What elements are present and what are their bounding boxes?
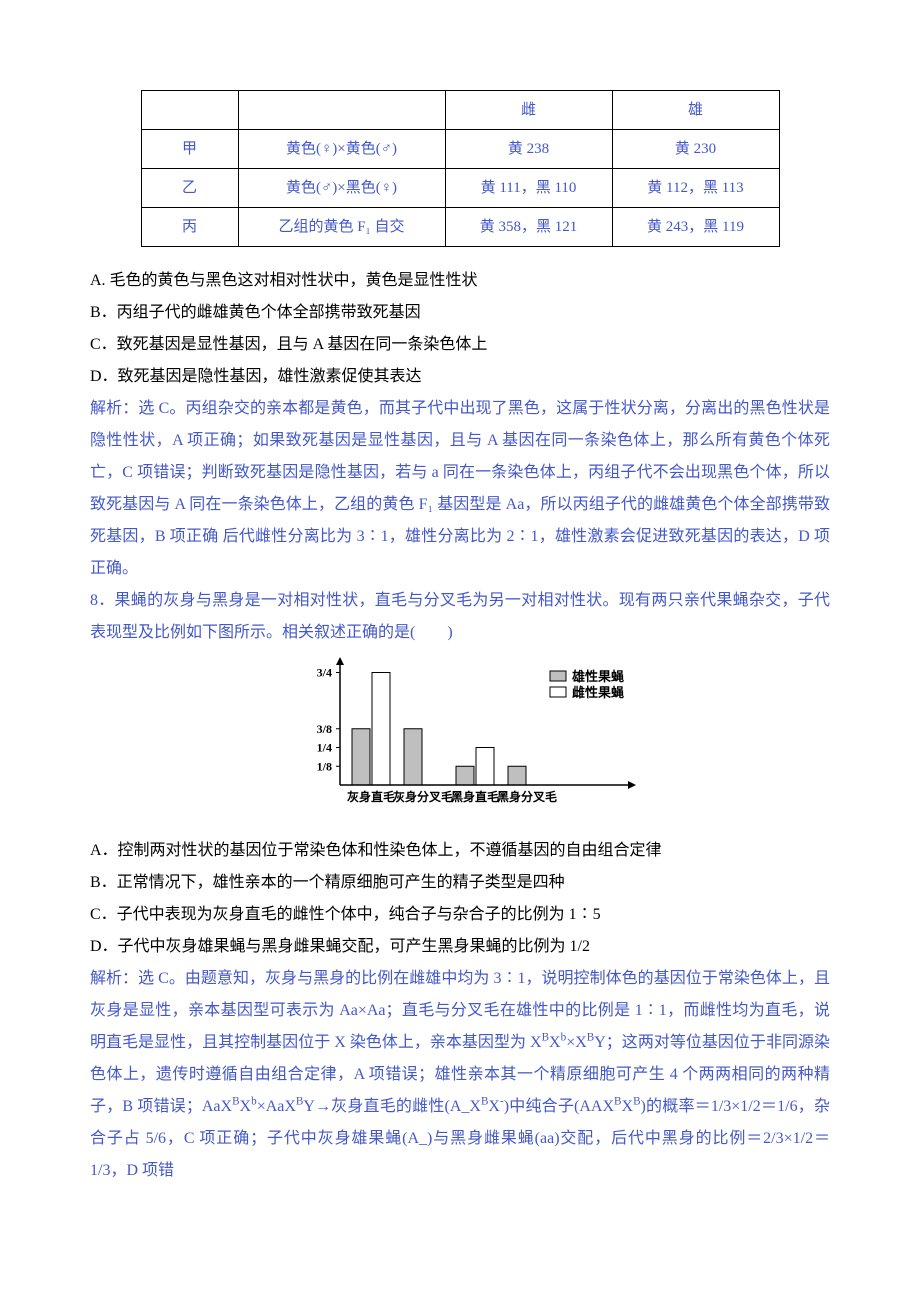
- q8-bar-chart: 3/4 3/8 1/4 1/8 灰身直毛灰身分叉毛黑身直毛黑身分叉毛 雄性果蝇雌性果蝇: [280, 655, 640, 825]
- table-row: 甲 黄色(♀)×黄色(♂) 黄 238 黄 230: [141, 130, 779, 169]
- svg-text:雌性果蝇: 雌性果蝇: [572, 685, 624, 700]
- q7-option-b: B．丙组子代的雌雄黄色个体全部携带致死基因: [90, 297, 830, 329]
- text-fragment: ×X: [566, 1034, 587, 1051]
- text-fragment: )中纯合子(AAX: [504, 1098, 614, 1115]
- q8-option-c: C．子代中表现为灰身直毛的雌性个体中，纯合子与杂合子的比例为 1∶5: [90, 899, 830, 931]
- svg-text:黑身分叉毛: 黑身分叉毛: [497, 789, 557, 804]
- svg-text:黑身直毛: 黑身直毛: [451, 789, 499, 804]
- q7-option-a: A. 毛色的黄色与黑色这对相对性状中，黄色是显性性状: [90, 265, 830, 297]
- table-cell: 黄 111，黑 110: [445, 169, 612, 208]
- table-cell: 黄 230: [612, 130, 779, 169]
- q8-explanation: 解析：选 C。由题意知，灰身与黑身的比例在雌雄中均为 3∶1，说明控制体色的基因…: [90, 963, 830, 1187]
- table-cell: 乙组的黄色 F₁ 自交: [238, 208, 445, 247]
- table-row: 乙 黄色(♂)×黑色(♀) 黄 111，黑 110 黄 112，黑 113: [141, 169, 779, 208]
- svg-text:1/4: 1/4: [317, 741, 332, 755]
- table-cell: 黄 112，黑 113: [612, 169, 779, 208]
- table-cell: 黄 358，黑 121: [445, 208, 612, 247]
- text-fragment: Y→灰身直毛的雌性(A_X: [303, 1098, 481, 1115]
- q7-option-c: C．致死基因是显性基因，且与 A 基因在同一条染色体上: [90, 329, 830, 361]
- table-cell: 黄 243，黑 119: [612, 208, 779, 247]
- table-row: 雌 雄: [141, 91, 779, 130]
- table-cell: 乙: [141, 169, 238, 208]
- table-row: 丙 乙组的黄色 F₁ 自交 黄 358，黑 121 黄 243，黑 119: [141, 208, 779, 247]
- q7-option-d: D．致死基因是隐性基因，雄性激素促使其表达: [90, 361, 830, 393]
- table-cell: [238, 91, 445, 130]
- q8-option-a: A．控制两对性状的基因位于常染色体和性染色体上，不遵循基因的自由组合定律: [90, 835, 830, 867]
- svg-text:3/4: 3/4: [317, 666, 332, 680]
- table-cell: 丙: [141, 208, 238, 247]
- q7-explanation: 解析：选 C。丙组杂交的亲本都是黄色，而其子代中出现了黑色，这属于性状分离，分离…: [90, 393, 830, 585]
- svg-text:1/8: 1/8: [317, 759, 332, 773]
- experiment-table: 雌 雄 甲 黄色(♀)×黄色(♂) 黄 238 黄 230 乙 黄色(♂)×黑色…: [141, 90, 780, 247]
- table-cell: 黄色(♂)×黑色(♀): [238, 169, 445, 208]
- table-cell: 甲: [141, 130, 238, 169]
- svg-text:3/8: 3/8: [317, 722, 332, 736]
- q8-stem: 8．果蝇的灰身与黑身是一对相对性状，直毛与分叉毛为另一对相对性状。现有两只亲代果…: [90, 585, 830, 649]
- q8-option-b: B．正常情况下，雄性亲本的一个精原细胞可产生的精子类型是四种: [90, 867, 830, 899]
- svg-text:灰身直毛: 灰身直毛: [347, 789, 395, 804]
- table-cell: [141, 91, 238, 130]
- q8-option-d: D．子代中灰身雄果蝇与黑身雌果蝇交配，可产生黑身果蝇的比例为 1/2: [90, 931, 830, 963]
- table-cell: 黄色(♀)×黄色(♂): [238, 130, 445, 169]
- svg-text:雄性果蝇: 雄性果蝇: [571, 669, 624, 684]
- table-cell: 黄 238: [445, 130, 612, 169]
- text-fragment: ×AaX: [257, 1098, 296, 1115]
- svg-text:灰身分叉毛: 灰身分叉毛: [393, 789, 453, 804]
- table-cell: 雌: [445, 91, 612, 130]
- table-cell: 雄: [612, 91, 779, 130]
